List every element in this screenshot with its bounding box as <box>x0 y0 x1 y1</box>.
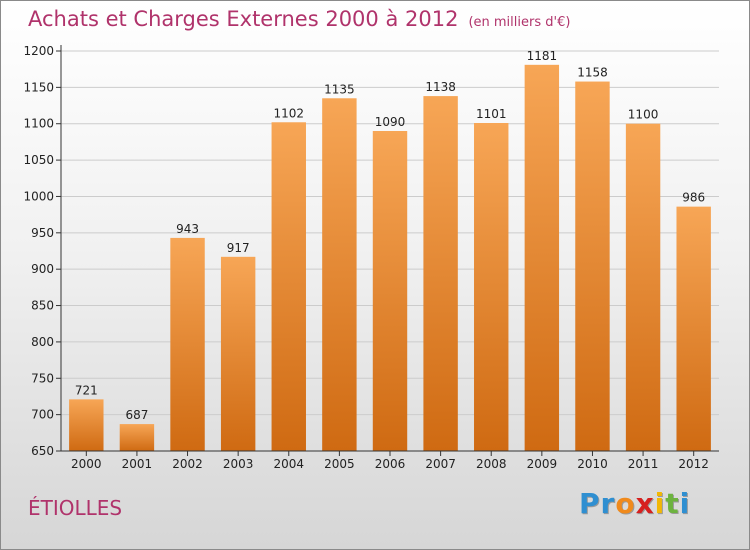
y-tick-label: 1150 <box>23 80 54 94</box>
y-tick-label: 800 <box>31 335 54 349</box>
x-tick-label: 2002 <box>172 457 203 471</box>
data-label: 1158 <box>577 66 608 80</box>
proxiti-logo: Proxiti <box>579 487 690 520</box>
data-label: 1138 <box>425 80 456 94</box>
x-tick-label: 2011 <box>628 457 659 471</box>
bar <box>625 123 661 452</box>
title-unit: (en milliers d'€) <box>468 15 571 30</box>
bar <box>575 81 610 451</box>
x-tick-label: 2000 <box>71 457 102 471</box>
logo-letter: i <box>654 487 666 520</box>
x-tick-label: 2001 <box>122 457 153 471</box>
y-tick-label: 650 <box>31 444 54 458</box>
logo-letter: x <box>635 487 655 520</box>
y-tick-label: 950 <box>31 226 54 240</box>
data-label: 943 <box>176 222 199 236</box>
bar <box>69 399 104 451</box>
x-tick-label: 2012 <box>678 457 709 471</box>
x-tick-label: 2009 <box>527 457 558 471</box>
logo-letter: r <box>600 487 616 520</box>
bar <box>322 98 357 451</box>
bar <box>220 256 256 451</box>
logo-letter: P <box>579 487 601 520</box>
data-label: 1181 <box>527 49 558 63</box>
bar <box>423 96 458 451</box>
logo-letter: i <box>679 487 691 520</box>
bar <box>119 424 155 451</box>
data-label: 721 <box>75 383 98 397</box>
x-tick-label: 2007 <box>425 457 456 471</box>
data-label: 986 <box>682 191 705 205</box>
data-label: 1090 <box>375 115 406 129</box>
data-label: 1100 <box>628 108 659 122</box>
y-tick-label: 1000 <box>23 189 54 203</box>
x-tick-label: 2005 <box>324 457 355 471</box>
x-tick-label: 2008 <box>476 457 507 471</box>
y-tick-label: 850 <box>31 299 54 313</box>
y-tick-label: 750 <box>31 371 54 385</box>
x-tick-label: 2003 <box>223 457 254 471</box>
y-tick-label: 700 <box>31 408 54 422</box>
commune-name: ÉTIOLLES <box>28 496 123 520</box>
data-label: 1102 <box>273 106 304 120</box>
y-tick-label: 1100 <box>23 117 54 131</box>
bar <box>474 123 509 451</box>
title-text: Achats et Charges Externes 2000 à 2012 <box>28 7 459 31</box>
bar <box>524 64 560 451</box>
bar <box>170 237 205 451</box>
y-tick-label: 900 <box>31 262 54 276</box>
bar <box>372 131 408 451</box>
logo-letter: t <box>665 487 680 520</box>
x-tick-label: 2006 <box>375 457 406 471</box>
bar <box>676 206 711 451</box>
x-tick-label: 2004 <box>273 457 304 471</box>
data-label: 687 <box>125 408 148 422</box>
data-label: 1135 <box>324 82 355 96</box>
chart-title: Achats et Charges Externes 2000 à 2012 (e… <box>28 7 570 31</box>
y-tick-label: 1200 <box>23 44 54 58</box>
logo-letter: o <box>615 487 636 520</box>
x-tick-label: 2010 <box>577 457 608 471</box>
data-label: 917 <box>227 241 250 255</box>
bar <box>271 122 306 451</box>
data-label: 1101 <box>476 107 507 121</box>
y-tick-label: 1050 <box>23 153 54 167</box>
